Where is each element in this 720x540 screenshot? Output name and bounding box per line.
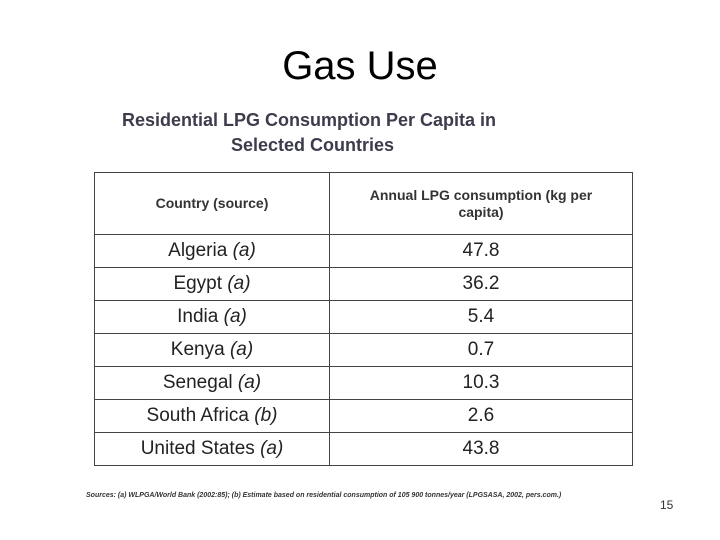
- table-heading-line-1: Residential LPG Consumption Per Capita i…: [121, 110, 497, 130]
- country-cell: Egypt (a): [94, 267, 330, 301]
- country-name: Egypt: [173, 273, 223, 294]
- country-name: Senegal: [162, 372, 233, 393]
- country-source: (a): [227, 273, 251, 294]
- table-row: Algeria (a) 47.8: [94, 234, 633, 268]
- value-cell: 5.4: [329, 300, 633, 334]
- table-row: India (a) 5.4: [94, 300, 633, 334]
- country-source: (a): [237, 372, 262, 393]
- table-row: South Africa (b) 2.6: [94, 399, 633, 433]
- country-source: (a): [229, 339, 254, 360]
- table-row: Kenya (a) 0.7: [94, 333, 633, 367]
- table-row: Senegal (a) 10.3: [94, 366, 633, 400]
- country-name: Kenya: [170, 339, 225, 360]
- country-source: (a): [232, 240, 256, 261]
- country-source: (b): [254, 405, 278, 426]
- country-cell: Kenya (a): [94, 333, 330, 367]
- country-cell: India (a): [94, 300, 330, 334]
- value-cell: 43.8: [329, 432, 633, 466]
- header-value-label: Annual LPG consumption (kg per capita): [369, 186, 593, 220]
- value-cell: 0.7: [329, 333, 633, 367]
- table-row: Egypt (a) 36.2: [94, 267, 633, 301]
- country-name: Algeria: [168, 240, 228, 261]
- country-name: United States: [140, 438, 255, 459]
- sources-note: Sources: (a) WLPGA/World Bank (2002:85);…: [86, 492, 562, 499]
- page-number: 15: [660, 498, 674, 512]
- table-heading-line-2: Selected Countries: [230, 135, 395, 155]
- lpg-consumption-table: Country (source) Annual LPG consumption …: [94, 172, 633, 466]
- slide-title: Gas Use: [282, 44, 438, 88]
- country-source: (a): [223, 306, 247, 327]
- country-cell: Senegal (a): [94, 366, 330, 400]
- country-cell: United States (a): [94, 432, 330, 466]
- value-cell: 2.6: [329, 399, 633, 433]
- table-heading: Residential LPG Consumption Per Capita i…: [100, 108, 660, 158]
- value-cell: 36.2: [329, 267, 633, 301]
- table-header-row: Country (source) Annual LPG consumption …: [94, 172, 633, 235]
- value-cell: 10.3: [329, 366, 633, 400]
- header-country: Country (source): [94, 172, 330, 235]
- country-source: (a): [260, 438, 284, 459]
- country-cell: South Africa (b): [94, 399, 330, 433]
- value-cell: 47.8: [329, 234, 633, 268]
- table-row: United States (a) 43.8: [94, 432, 633, 466]
- country-cell: Algeria (a): [94, 234, 330, 268]
- header-value: Annual LPG consumption (kg per capita): [329, 172, 633, 235]
- country-name: South Africa: [146, 405, 249, 426]
- country-name: India: [177, 306, 219, 327]
